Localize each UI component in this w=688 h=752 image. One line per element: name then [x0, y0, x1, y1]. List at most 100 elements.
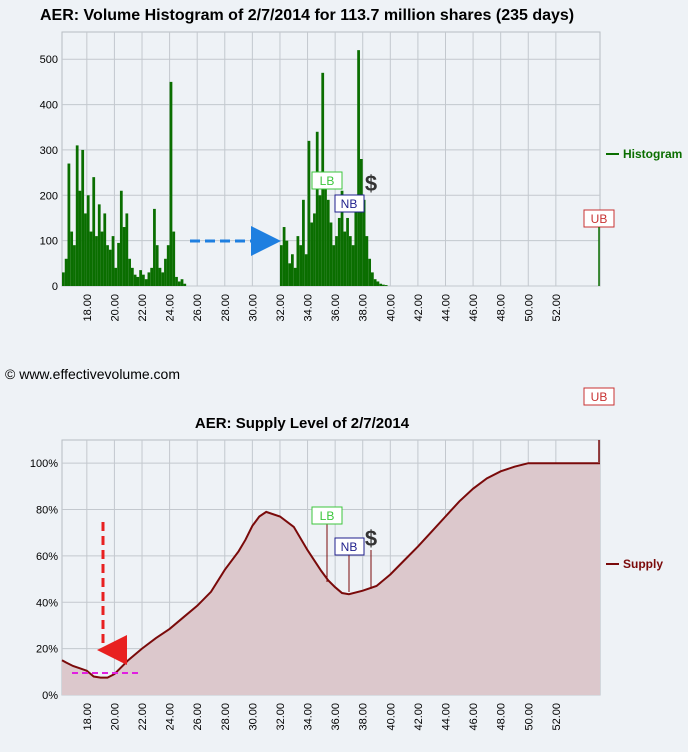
histogram-bar: [92, 177, 96, 286]
histogram-bar: [111, 236, 115, 286]
histogram-bar: [133, 274, 137, 286]
histogram-bar: [307, 140, 311, 286]
histogram-bar: [384, 285, 388, 286]
histogram-bar: [164, 258, 167, 286]
histogram-bar: [351, 245, 355, 286]
histogram-bar: [64, 258, 68, 286]
y-tick-label: 0%: [42, 690, 58, 702]
histogram-bar: [362, 199, 366, 286]
bottom-x-axis: 18.00 20.00 22.00 24.00 26.00 28.00 30.00 32.00…: [82, 703, 563, 731]
histogram-bar: [103, 213, 107, 286]
x-tick-label: 42.00: [413, 703, 425, 731]
x-tick-label: 20.00: [109, 703, 121, 731]
histogram-bar: [67, 163, 71, 286]
histogram-bar: [343, 231, 347, 286]
histogram-bar: [180, 279, 184, 286]
ub-marker-top: UB: [583, 209, 615, 286]
histogram-bar: [166, 245, 170, 286]
histogram-bar: [142, 274, 145, 286]
x-tick-label: 32.00: [275, 703, 287, 731]
histogram-bar: [128, 258, 131, 286]
histogram-bar: [177, 281, 181, 286]
histogram-bar: [117, 242, 120, 286]
histogram-bar: [379, 283, 383, 286]
y-tick-label: 60%: [36, 551, 58, 563]
histogram-bar: [304, 254, 308, 286]
histogram-bar: [147, 272, 151, 286]
x-tick-label: 48.00: [496, 703, 508, 731]
x-tick-label: 18.00: [82, 294, 94, 322]
lb-box: [311, 171, 343, 190]
dollar-marker-top: $: [365, 171, 377, 196]
x-tick-label: 24.00: [165, 294, 177, 322]
x-tick-label: 26.00: [192, 294, 204, 322]
lb-marker-bottom: LB: [311, 506, 343, 582]
histogram-bar: [114, 267, 118, 286]
x-tick-label: 34.00: [303, 703, 315, 731]
histogram-bar: [348, 236, 352, 286]
histogram-legend-label: Histogram: [623, 147, 682, 161]
ub-box-bottom: [583, 387, 615, 406]
lb-label: LB: [320, 174, 335, 188]
histogram-bar: [332, 245, 336, 286]
histogram-bar: [81, 149, 85, 286]
histogram-bar: [335, 236, 338, 286]
histogram-bar: [329, 222, 333, 286]
x-tick-label: 24.00: [165, 703, 177, 731]
histogram-bar: [296, 236, 300, 286]
x-tick-label: 22.00: [137, 294, 149, 322]
nb-label: NB: [341, 197, 358, 211]
histogram-bar: [172, 231, 176, 286]
top-chart-title: AER: Volume Histogram of 2/7/2014 for 11…: [40, 7, 574, 24]
x-tick-label: 46.00: [468, 294, 480, 322]
histogram-bar: [346, 217, 349, 286]
x-tick-label: 40.00: [385, 703, 397, 731]
y-tick-label: 100%: [30, 458, 58, 470]
x-tick-label: 32.00: [275, 294, 287, 322]
y-tick-label: 500: [40, 54, 58, 66]
supply-line: [61, 462, 600, 679]
x-tick-label: 44.00: [440, 703, 452, 731]
x-tick-label: 52.00: [551, 703, 563, 731]
histogram-bar: [302, 199, 305, 286]
ub-label-bottom: UB: [591, 390, 608, 404]
histogram-bar: [62, 272, 65, 286]
y-tick-label: 80%: [36, 505, 58, 517]
dollar-marker-bottom: $: [365, 526, 377, 551]
histogram-bar: [75, 145, 79, 286]
bottom-y-axis: 0% 20% 40% 60% 80% 100%: [30, 458, 58, 702]
supply-level-chart: 0% 20% 40% 60% 80% 100% 18.00 20.00 22.00 24.00 2…: [30, 439, 601, 731]
x-tick-label: 46.00: [468, 703, 480, 731]
supply-legend-label: Supply: [623, 557, 663, 571]
histogram-bar: [73, 245, 76, 286]
lb-box-bottom: [311, 506, 343, 525]
y-tick-label: 400: [40, 100, 58, 112]
histogram-bar: [84, 213, 87, 286]
histogram-bar: [86, 195, 90, 286]
histogram-bar: [97, 204, 101, 286]
x-tick-label: 40.00: [385, 294, 397, 322]
histogram-bar: [175, 276, 178, 286]
histogram-bar: [70, 231, 74, 286]
histogram-bar: [89, 231, 93, 286]
histogram-bar: [169, 81, 173, 287]
x-tick-label: 26.00: [192, 703, 204, 731]
histogram-bar: [125, 213, 129, 286]
x-tick-label: 36.00: [330, 294, 342, 322]
histogram-bar: [78, 190, 82, 286]
x-tick-label: 52.00: [551, 294, 563, 322]
x-tick-label: 38.00: [358, 703, 370, 731]
top-x-axis: 18.00 20.00 22.00 24.00 26.00 28.00 30.00 32.00…: [82, 294, 563, 322]
histogram-bar: [108, 249, 112, 286]
x-tick-label: 42.00: [413, 294, 425, 322]
x-tick-label: 36.00: [330, 703, 342, 731]
x-tick-label: 30.00: [247, 294, 259, 322]
histogram-bar: [288, 263, 291, 286]
histogram-bar: [130, 267, 134, 286]
histogram-bar: [122, 227, 126, 286]
y-tick-label: 40%: [36, 597, 58, 609]
histogram-bar: [337, 217, 341, 286]
histogram-bar: [153, 208, 156, 286]
bottom-chart-title: AER: Supply Level of 2/7/2014: [195, 415, 410, 432]
